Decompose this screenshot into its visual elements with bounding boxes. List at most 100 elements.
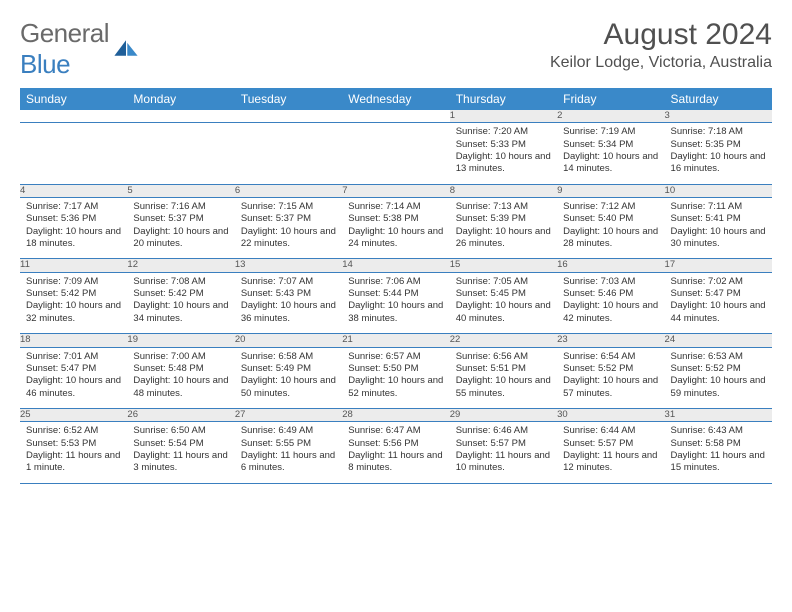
sunrise-line: Sunrise: 7:11 AM [671, 201, 766, 213]
day-cell: Sunrise: 7:13 AMSunset: 5:39 PMDaylight:… [450, 198, 557, 259]
sunset-line: Sunset: 5:43 PM [241, 288, 336, 300]
detail-row: Sunrise: 7:20 AMSunset: 5:33 PMDaylight:… [20, 123, 772, 184]
detail-row: Sunrise: 7:01 AMSunset: 5:47 PMDaylight:… [20, 347, 772, 408]
day-number: 20 [235, 334, 342, 347]
day-cell: Sunrise: 7:07 AMSunset: 5:43 PMDaylight:… [235, 272, 342, 333]
sunset-line: Sunset: 5:44 PM [348, 288, 443, 300]
day-cell: Sunrise: 6:58 AMSunset: 5:49 PMDaylight:… [235, 347, 342, 408]
sunrise-line: Sunrise: 6:49 AM [241, 425, 336, 437]
sunrise-line: Sunrise: 6:57 AM [348, 351, 443, 363]
sunset-line: Sunset: 5:35 PM [671, 139, 766, 151]
day-cell: Sunrise: 6:53 AMSunset: 5:52 PMDaylight:… [665, 347, 772, 408]
daylight-line: Daylight: 10 hours and 26 minutes. [456, 226, 551, 251]
weekday-row: SundayMondayTuesdayWednesdayThursdayFrid… [20, 88, 772, 110]
sunset-line: Sunset: 5:52 PM [671, 363, 766, 375]
day-number: 1 [450, 110, 557, 123]
weekday-header: Monday [127, 88, 234, 110]
sunset-line: Sunset: 5:39 PM [456, 213, 551, 225]
sunset-line: Sunset: 5:37 PM [241, 213, 336, 225]
sunset-line: Sunset: 5:51 PM [456, 363, 551, 375]
daylight-line: Daylight: 10 hours and 38 minutes. [348, 300, 443, 325]
sunset-line: Sunset: 5:33 PM [456, 139, 551, 151]
sunrise-line: Sunrise: 7:16 AM [133, 201, 228, 213]
day-number: 13 [235, 259, 342, 272]
day-number: 15 [450, 259, 557, 272]
day-number: 9 [557, 184, 664, 197]
title-block: August 2024 Keilor Lodge, Victoria, Aust… [550, 18, 772, 72]
day-number: 12 [127, 259, 234, 272]
sunset-line: Sunset: 5:40 PM [563, 213, 658, 225]
sunrise-line: Sunrise: 6:58 AM [241, 351, 336, 363]
daylight-line: Daylight: 10 hours and 32 minutes. [26, 300, 121, 325]
sunrise-line: Sunrise: 6:50 AM [133, 425, 228, 437]
day-cell: Sunrise: 7:03 AMSunset: 5:46 PMDaylight:… [557, 272, 664, 333]
calendar-head: SundayMondayTuesdayWednesdayThursdayFrid… [20, 88, 772, 110]
sunset-line: Sunset: 5:42 PM [26, 288, 121, 300]
day-cell: Sunrise: 6:49 AMSunset: 5:55 PMDaylight:… [235, 422, 342, 483]
day-number: 6 [235, 184, 342, 197]
day-cell: Sunrise: 7:14 AMSunset: 5:38 PMDaylight:… [342, 198, 449, 259]
detail-row: Sunrise: 7:17 AMSunset: 5:36 PMDaylight:… [20, 198, 772, 259]
sunrise-line: Sunrise: 7:19 AM [563, 126, 658, 138]
day-cell [235, 123, 342, 184]
daynum-row: 123 [20, 110, 772, 123]
day-cell: Sunrise: 7:06 AMSunset: 5:44 PMDaylight:… [342, 272, 449, 333]
daylight-line: Daylight: 11 hours and 6 minutes. [241, 450, 336, 475]
detail-row: Sunrise: 7:09 AMSunset: 5:42 PMDaylight:… [20, 272, 772, 333]
sunset-line: Sunset: 5:46 PM [563, 288, 658, 300]
daylight-line: Daylight: 10 hours and 57 minutes. [563, 375, 658, 400]
sunrise-line: Sunrise: 6:56 AM [456, 351, 551, 363]
daylight-line: Daylight: 10 hours and 16 minutes. [671, 151, 766, 176]
day-number: 27 [235, 408, 342, 421]
daynum-row: 45678910 [20, 184, 772, 197]
sunrise-line: Sunrise: 7:00 AM [133, 351, 228, 363]
daylight-line: Daylight: 10 hours and 24 minutes. [348, 226, 443, 251]
day-number: 7 [342, 184, 449, 197]
calendar-table: SundayMondayTuesdayWednesdayThursdayFrid… [20, 88, 772, 484]
day-number: 23 [557, 334, 664, 347]
day-cell: Sunrise: 6:44 AMSunset: 5:57 PMDaylight:… [557, 422, 664, 483]
day-number [20, 110, 127, 123]
sail-icon [113, 39, 139, 62]
sunset-line: Sunset: 5:45 PM [456, 288, 551, 300]
daylight-line: Daylight: 11 hours and 15 minutes. [671, 450, 766, 475]
daynum-row: 11121314151617 [20, 259, 772, 272]
day-number: 16 [557, 259, 664, 272]
day-cell: Sunrise: 6:52 AMSunset: 5:53 PMDaylight:… [20, 422, 127, 483]
sunrise-line: Sunrise: 6:54 AM [563, 351, 658, 363]
day-cell: Sunrise: 6:54 AMSunset: 5:52 PMDaylight:… [557, 347, 664, 408]
day-cell: Sunrise: 7:00 AMSunset: 5:48 PMDaylight:… [127, 347, 234, 408]
weekday-header: Sunday [20, 88, 127, 110]
sunset-line: Sunset: 5:48 PM [133, 363, 228, 375]
day-cell: Sunrise: 7:09 AMSunset: 5:42 PMDaylight:… [20, 272, 127, 333]
daylight-line: Daylight: 10 hours and 46 minutes. [26, 375, 121, 400]
day-number: 30 [557, 408, 664, 421]
daylight-line: Daylight: 10 hours and 22 minutes. [241, 226, 336, 251]
day-cell: Sunrise: 7:01 AMSunset: 5:47 PMDaylight:… [20, 347, 127, 408]
sunrise-line: Sunrise: 7:08 AM [133, 276, 228, 288]
daynum-row: 18192021222324 [20, 334, 772, 347]
day-number: 10 [665, 184, 772, 197]
daylight-line: Daylight: 10 hours and 13 minutes. [456, 151, 551, 176]
weekday-header: Thursday [450, 88, 557, 110]
day-number: 11 [20, 259, 127, 272]
daylight-line: Daylight: 10 hours and 55 minutes. [456, 375, 551, 400]
day-number: 18 [20, 334, 127, 347]
sunset-line: Sunset: 5:58 PM [671, 438, 766, 450]
weekday-header: Wednesday [342, 88, 449, 110]
sunset-line: Sunset: 5:49 PM [241, 363, 336, 375]
sunset-line: Sunset: 5:37 PM [133, 213, 228, 225]
sunrise-line: Sunrise: 7:20 AM [456, 126, 551, 138]
location: Keilor Lodge, Victoria, Australia [550, 54, 772, 72]
day-cell: Sunrise: 7:17 AMSunset: 5:36 PMDaylight:… [20, 198, 127, 259]
daylight-line: Daylight: 10 hours and 28 minutes. [563, 226, 658, 251]
sunrise-line: Sunrise: 7:02 AM [671, 276, 766, 288]
sunrise-line: Sunrise: 6:46 AM [456, 425, 551, 437]
daylight-line: Daylight: 10 hours and 20 minutes. [133, 226, 228, 251]
sunset-line: Sunset: 5:34 PM [563, 139, 658, 151]
sunrise-line: Sunrise: 7:14 AM [348, 201, 443, 213]
daylight-line: Daylight: 11 hours and 3 minutes. [133, 450, 228, 475]
day-number: 5 [127, 184, 234, 197]
sunrise-line: Sunrise: 7:13 AM [456, 201, 551, 213]
brand-blue: Blue [20, 49, 70, 79]
